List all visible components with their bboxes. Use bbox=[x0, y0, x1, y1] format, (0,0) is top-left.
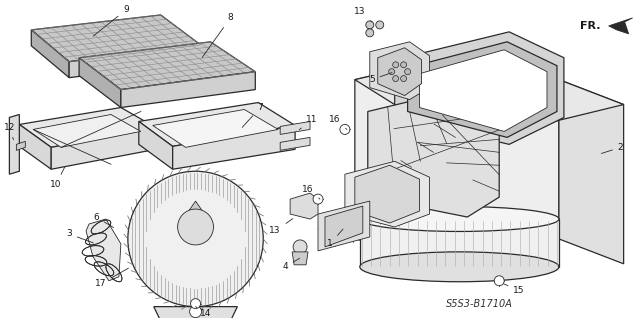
Text: 11: 11 bbox=[300, 115, 318, 130]
Circle shape bbox=[128, 171, 263, 307]
Text: 10: 10 bbox=[51, 167, 65, 189]
Polygon shape bbox=[178, 201, 214, 227]
Circle shape bbox=[388, 69, 395, 75]
Circle shape bbox=[178, 209, 214, 245]
Polygon shape bbox=[370, 42, 429, 100]
Text: FR.: FR. bbox=[580, 21, 601, 31]
Text: 13: 13 bbox=[269, 219, 293, 235]
Circle shape bbox=[401, 76, 406, 82]
Polygon shape bbox=[280, 137, 310, 150]
Circle shape bbox=[366, 21, 374, 29]
Circle shape bbox=[293, 240, 307, 254]
Circle shape bbox=[313, 194, 323, 204]
Text: 8: 8 bbox=[202, 13, 233, 57]
Polygon shape bbox=[69, 45, 200, 78]
Polygon shape bbox=[31, 15, 200, 62]
Polygon shape bbox=[154, 307, 237, 319]
Text: 15: 15 bbox=[504, 284, 525, 295]
Polygon shape bbox=[355, 52, 623, 132]
Polygon shape bbox=[17, 141, 26, 150]
Polygon shape bbox=[395, 32, 564, 145]
Text: 1: 1 bbox=[327, 229, 343, 249]
Polygon shape bbox=[360, 219, 559, 267]
Text: 12: 12 bbox=[4, 123, 15, 140]
Text: 16: 16 bbox=[329, 115, 347, 130]
Polygon shape bbox=[79, 42, 255, 90]
Polygon shape bbox=[559, 80, 623, 264]
Polygon shape bbox=[19, 108, 156, 147]
Circle shape bbox=[340, 124, 350, 134]
Circle shape bbox=[404, 69, 411, 75]
Circle shape bbox=[376, 21, 384, 29]
Text: 16: 16 bbox=[302, 185, 320, 199]
Polygon shape bbox=[280, 122, 310, 134]
Circle shape bbox=[191, 299, 200, 308]
Text: 4: 4 bbox=[282, 258, 300, 271]
Polygon shape bbox=[121, 72, 255, 108]
Polygon shape bbox=[325, 206, 363, 247]
Polygon shape bbox=[290, 193, 318, 219]
Polygon shape bbox=[33, 115, 141, 147]
Ellipse shape bbox=[360, 207, 559, 232]
Text: 5: 5 bbox=[369, 73, 392, 84]
Polygon shape bbox=[31, 30, 69, 78]
Text: 3: 3 bbox=[67, 229, 93, 243]
Polygon shape bbox=[86, 219, 121, 281]
Polygon shape bbox=[139, 102, 295, 146]
Circle shape bbox=[393, 62, 399, 68]
Text: 2: 2 bbox=[602, 143, 623, 153]
Circle shape bbox=[189, 306, 202, 318]
Polygon shape bbox=[292, 252, 308, 265]
Polygon shape bbox=[79, 58, 121, 108]
Polygon shape bbox=[368, 88, 499, 217]
Text: 6: 6 bbox=[93, 212, 113, 227]
Polygon shape bbox=[10, 115, 19, 174]
Text: 13: 13 bbox=[354, 7, 372, 22]
Polygon shape bbox=[153, 109, 278, 147]
Polygon shape bbox=[408, 42, 557, 137]
Text: S5S3-B1710A: S5S3-B1710A bbox=[446, 299, 513, 309]
Polygon shape bbox=[378, 48, 422, 96]
Text: 7: 7 bbox=[242, 103, 263, 127]
Ellipse shape bbox=[360, 252, 559, 282]
Polygon shape bbox=[173, 125, 295, 169]
Polygon shape bbox=[609, 18, 632, 34]
Polygon shape bbox=[19, 124, 51, 169]
Polygon shape bbox=[420, 50, 547, 131]
Circle shape bbox=[366, 29, 374, 37]
Polygon shape bbox=[139, 122, 173, 169]
Text: 17: 17 bbox=[95, 268, 129, 288]
Text: 9: 9 bbox=[93, 5, 129, 36]
Circle shape bbox=[401, 62, 406, 68]
Polygon shape bbox=[355, 165, 420, 223]
Polygon shape bbox=[355, 52, 559, 267]
Circle shape bbox=[494, 276, 504, 286]
Polygon shape bbox=[318, 201, 370, 251]
Polygon shape bbox=[51, 127, 156, 169]
Text: 14: 14 bbox=[196, 307, 211, 318]
Polygon shape bbox=[345, 161, 429, 227]
Circle shape bbox=[393, 76, 399, 82]
